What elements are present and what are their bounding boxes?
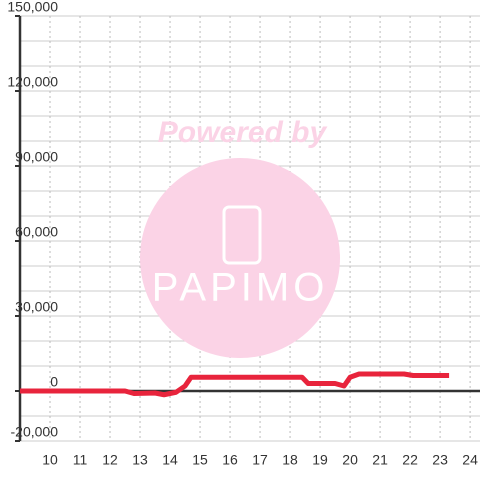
x-tick-label: 11 xyxy=(73,452,88,468)
watermark-text: Powered by xyxy=(158,116,328,149)
x-tick-label: 10 xyxy=(42,452,58,468)
y-tick-label: 90,000 xyxy=(15,149,58,165)
watermark-icon xyxy=(222,205,262,265)
x-tick-label: 17 xyxy=(252,452,268,468)
series-line xyxy=(20,371,450,398)
y-tick-label: 150,000 xyxy=(7,0,58,15)
x-tick-label: 22 xyxy=(402,452,418,468)
x-tick-label: 23 xyxy=(432,452,448,468)
x-tick-label: 14 xyxy=(162,452,178,468)
x-tick-label: 12 xyxy=(102,452,118,468)
x-tick-label: 13 xyxy=(132,452,148,468)
y-tick-label: 0 xyxy=(50,374,58,390)
x-tick-label: 15 xyxy=(192,452,208,468)
x-tick-label: 18 xyxy=(282,452,298,468)
y-tick-label: 30,000 xyxy=(15,299,58,315)
y-tick-label: 120,000 xyxy=(7,74,58,90)
x-tick-label: 16 xyxy=(222,452,238,468)
x-tick-label: 21 xyxy=(372,452,388,468)
watermark: Powered by PAPIMO xyxy=(140,116,340,358)
watermark-circle xyxy=(140,158,340,358)
y-tick-label: -20,000 xyxy=(11,424,59,440)
x-tick-label: 24 xyxy=(462,452,478,468)
x-tick-label: 19 xyxy=(312,452,328,468)
watermark-logo: PAPIMO xyxy=(152,266,329,310)
y-tick-label: 60,000 xyxy=(15,224,58,240)
x-tick-label: 20 xyxy=(342,452,358,468)
